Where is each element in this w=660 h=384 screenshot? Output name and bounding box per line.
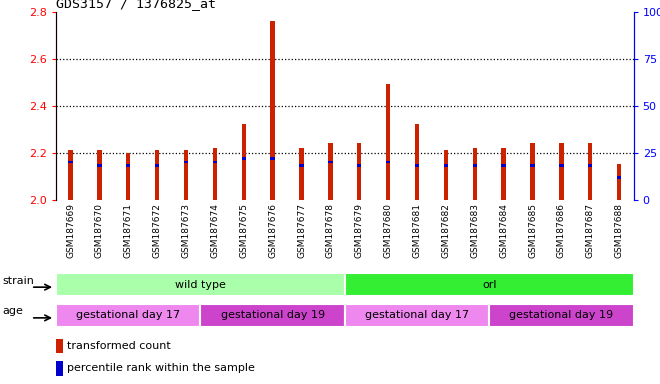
Text: GSM187672: GSM187672 [152, 203, 162, 258]
Bar [300, 164, 304, 167]
Bar [357, 164, 362, 167]
Bar [489, 303, 634, 327]
Bar [345, 273, 634, 296]
Bar [271, 157, 275, 160]
Bar [559, 143, 564, 200]
Bar [386, 84, 390, 200]
Bar [155, 164, 159, 167]
Bar [444, 164, 448, 167]
Text: orl: orl [482, 280, 496, 290]
Bar [328, 161, 333, 164]
Bar [126, 152, 131, 200]
Text: GSM187682: GSM187682 [442, 203, 450, 258]
Text: GSM187684: GSM187684 [499, 203, 508, 258]
Bar [473, 148, 477, 200]
Bar [213, 148, 217, 200]
Bar [531, 164, 535, 167]
Bar [617, 164, 621, 200]
Text: GSM187670: GSM187670 [95, 203, 104, 258]
Bar [271, 21, 275, 200]
Bar [502, 148, 506, 200]
Bar [56, 273, 345, 296]
Bar [415, 164, 419, 167]
Bar [444, 150, 448, 200]
Bar [502, 164, 506, 167]
Bar [69, 150, 73, 200]
Bar [56, 361, 63, 376]
Text: gestational day 19: gestational day 19 [220, 310, 325, 320]
Text: transformed count: transformed count [67, 341, 171, 351]
Text: GSM187678: GSM187678 [326, 203, 335, 258]
Bar [386, 161, 390, 164]
Bar [357, 143, 362, 200]
Text: GSM187676: GSM187676 [268, 203, 277, 258]
Bar [345, 303, 489, 327]
Text: GSM187677: GSM187677 [297, 203, 306, 258]
Text: GSM187688: GSM187688 [614, 203, 624, 258]
Text: gestational day 17: gestational day 17 [365, 310, 469, 320]
Text: gestational day 17: gestational day 17 [76, 310, 180, 320]
Text: GSM187685: GSM187685 [528, 203, 537, 258]
Bar [184, 150, 188, 200]
Bar [56, 339, 63, 353]
Bar [415, 124, 419, 200]
Text: gestational day 19: gestational day 19 [510, 310, 614, 320]
Bar [473, 164, 477, 167]
Bar [126, 164, 131, 167]
Bar [97, 150, 102, 200]
Text: GDS3157 / 1376825_at: GDS3157 / 1376825_at [56, 0, 216, 10]
Text: GSM187686: GSM187686 [557, 203, 566, 258]
Text: wild type: wild type [175, 280, 226, 290]
Text: GSM187683: GSM187683 [471, 203, 479, 258]
Text: percentile rank within the sample: percentile rank within the sample [67, 363, 255, 373]
Bar [184, 161, 188, 164]
Text: GSM187680: GSM187680 [383, 203, 393, 258]
Text: GSM187673: GSM187673 [182, 203, 191, 258]
Bar [155, 150, 159, 200]
Text: GSM187674: GSM187674 [211, 203, 219, 258]
Bar [97, 164, 102, 167]
Bar [201, 303, 345, 327]
Text: GSM187687: GSM187687 [586, 203, 595, 258]
Bar [242, 157, 246, 160]
Text: age: age [3, 306, 24, 316]
Text: strain: strain [3, 276, 35, 286]
Bar [213, 161, 217, 164]
Bar [588, 143, 593, 200]
Bar [617, 176, 621, 179]
Bar [242, 124, 246, 200]
Bar [69, 161, 73, 164]
Bar [559, 164, 564, 167]
Bar [300, 148, 304, 200]
Text: GSM187675: GSM187675 [240, 203, 248, 258]
Bar [328, 143, 333, 200]
Text: GSM187671: GSM187671 [124, 203, 133, 258]
Bar [588, 164, 593, 167]
Text: GSM187669: GSM187669 [66, 203, 75, 258]
Text: GSM187681: GSM187681 [412, 203, 422, 258]
Bar [531, 143, 535, 200]
Bar [56, 303, 201, 327]
Text: GSM187679: GSM187679 [355, 203, 364, 258]
